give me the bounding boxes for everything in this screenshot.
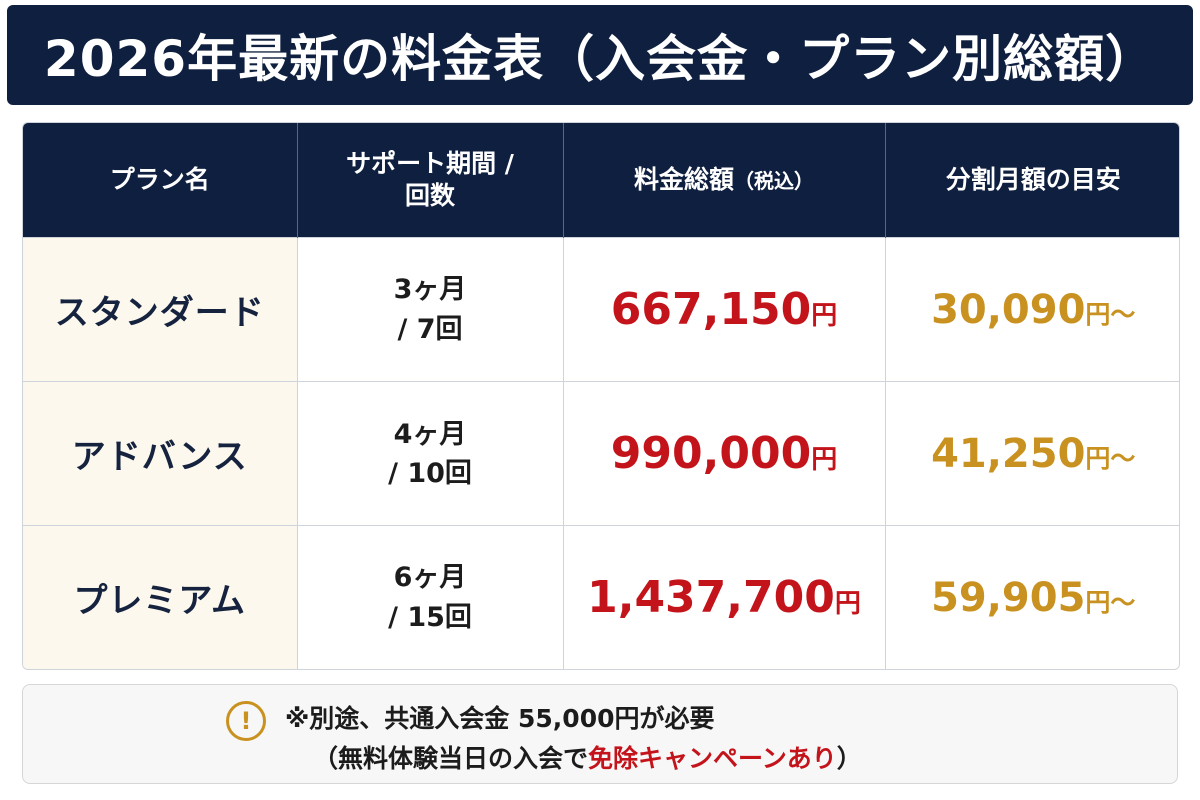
note-line2-suffix: ） [836,744,862,773]
header-plan-label: プラン名 [109,164,210,194]
total-price-standard: 667,150円 [563,236,886,382]
exclamation-circle-icon: ! [226,701,266,741]
monthly-amount: 41,250 [931,430,1086,477]
period-duration: 3ヶ月 [393,274,467,306]
plan-name-premium: プレミアム [23,525,298,669]
total-amount: 1,437,700 [587,572,835,624]
monthly-unit: 円〜 [1085,587,1136,617]
header-period-line1: サポート期間 / [346,148,514,178]
plan-name-advance: アドバンス [23,381,298,526]
header-total: 料金総額（税込） [563,123,886,238]
header-plan-name: プラン名 [23,123,298,238]
period-cell-premium: 6ヶ月 / 15回 [297,525,564,669]
header-monthly: 分割月額の目安 [885,123,1179,238]
total-amount: 990,000 [610,428,812,480]
total-price-premium: 1,437,700円 [563,525,886,669]
period-sessions: / 7回 [397,313,463,345]
header-period: サポート期間 / 回数 [297,123,564,238]
note-line2-prefix: （無料体験当日の入会で [313,744,589,773]
page-title: 2026年最新の料金表（入会金・プラン別総額） [43,30,1157,88]
total-unit: 円 [811,445,838,476]
enrollment-fee-note: ! ※別途、共通入会金 55,000円が必要 （無料体験当日の入会で免除キャンペ… [22,684,1178,784]
monthly-price-premium: 59,905円〜 [885,525,1179,669]
campaign-highlight: 免除キャンペーンあり [588,744,837,773]
plan-name-standard: スタンダード [23,236,298,382]
period-sessions: / 10回 [388,457,472,489]
pricing-table-container: プラン名 サポート期間 / 回数 料金総額（税込） 分割月額の目安 [22,122,1180,670]
period-cell-standard: 3ヶ月 / 7回 [297,236,564,382]
note-line1: ※別途、共通入会金 55,000円が必要 [285,704,715,733]
total-unit: 円 [811,301,838,332]
monthly-price-advance: 41,250円〜 [885,381,1179,526]
table-row: プレミアム 6ヶ月 / 15回 1,437,700円 59,905円〜 [23,525,1179,669]
note-line2: （無料体験当日の入会で免除キャンペーンあり） [313,739,862,775]
monthly-unit: 円〜 [1085,443,1136,473]
period-duration: 6ヶ月 [393,562,467,594]
total-amount: 667,150 [610,284,812,336]
title-banner: 2026年最新の料金表（入会金・プラン別総額） [7,5,1193,105]
header-period-line2: 回数 [404,181,455,210]
period-cell-advance: 4ヶ月 / 10回 [297,381,564,526]
monthly-amount: 59,905 [931,574,1086,621]
monthly-amount: 30,090 [931,286,1086,333]
table-row: スタンダード 3ヶ月 / 7回 667,150円 30,090円〜 [23,236,1179,382]
total-price-advance: 990,000円 [563,381,886,526]
pricing-table: プラン名 サポート期間 / 回数 料金総額（税込） 分割月額の目安 [23,123,1179,669]
period-sessions: / 15回 [388,601,472,633]
period-duration: 4ヶ月 [393,418,467,450]
header-total-note: （税込） [734,168,814,193]
table-header-row: プラン名 サポート期間 / 回数 料金総額（税込） 分割月額の目安 [23,123,1179,238]
header-total-label: 料金総額 [633,164,734,194]
monthly-price-standard: 30,090円〜 [885,236,1179,382]
monthly-unit: 円〜 [1085,299,1136,329]
header-monthly-label: 分割月額の目安 [945,164,1121,194]
total-unit: 円 [834,589,861,620]
table-row: アドバンス 4ヶ月 / 10回 990,000円 41,250円〜 [23,381,1179,526]
